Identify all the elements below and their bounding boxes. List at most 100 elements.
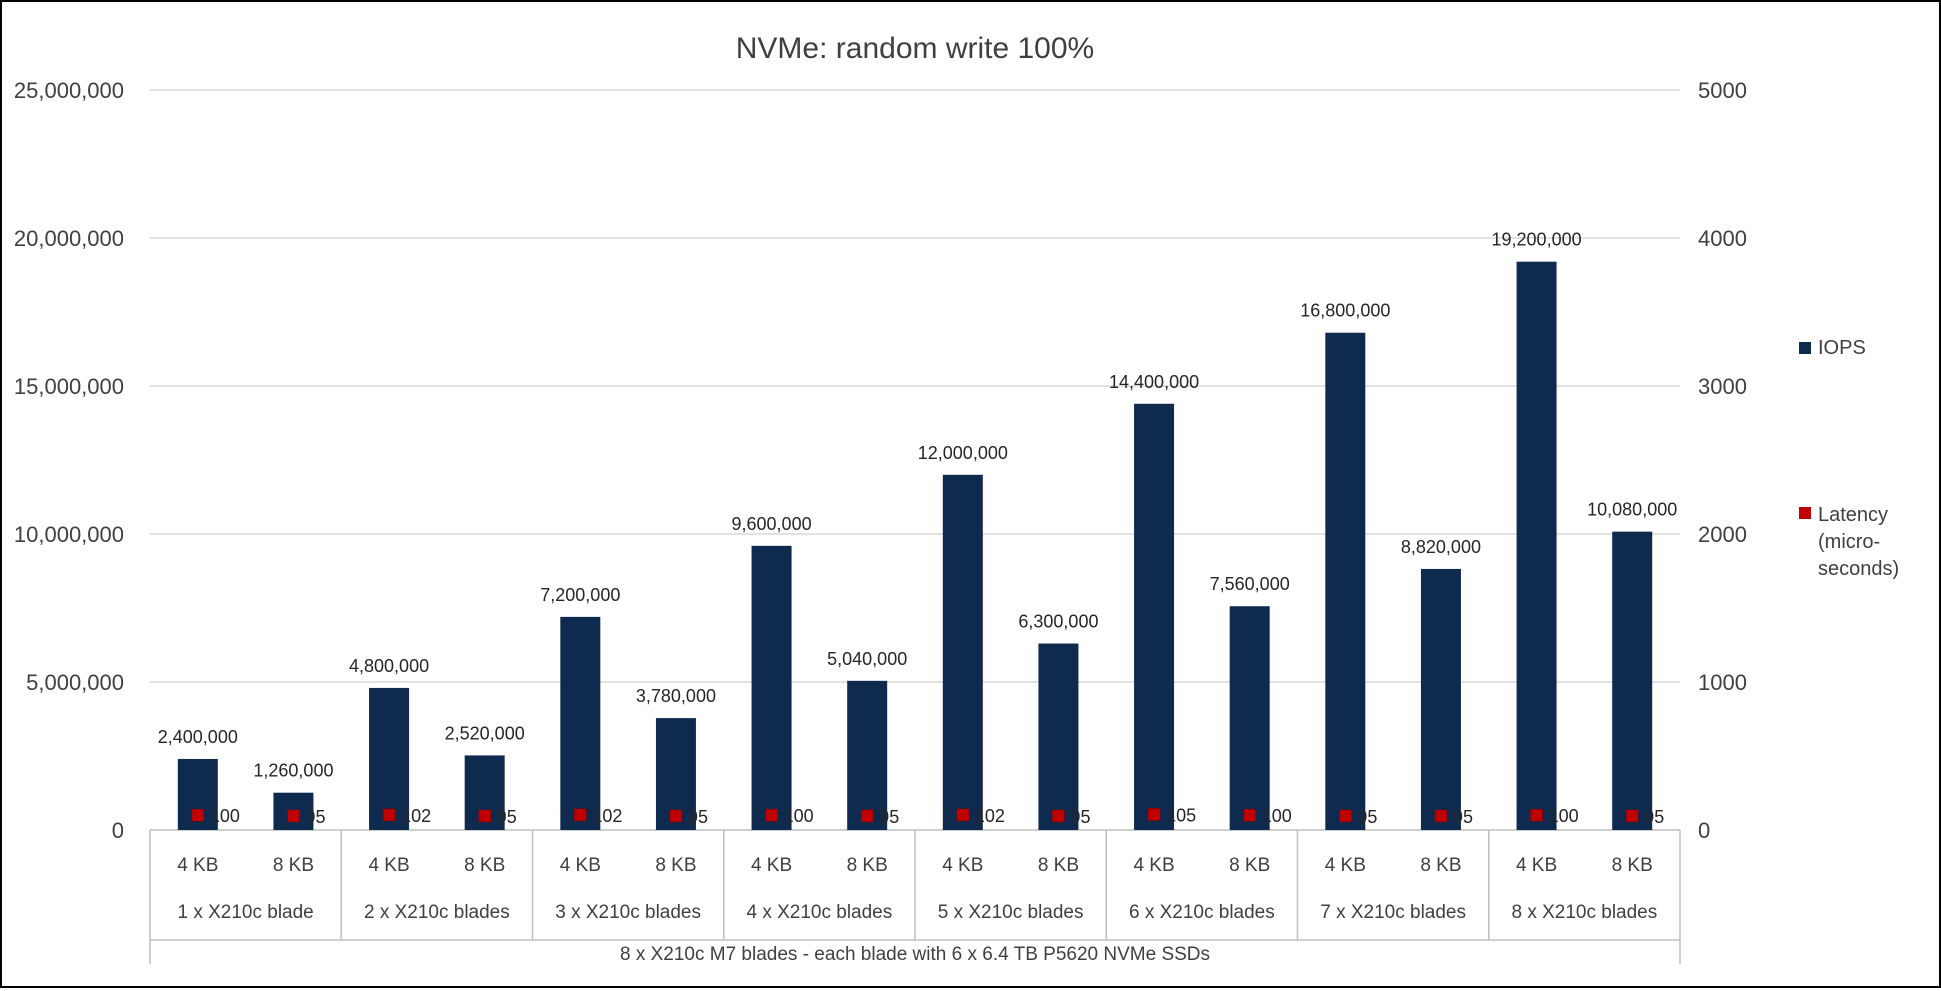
group-label: 6 x X210c blades: [1129, 902, 1275, 923]
iops-data-label: 14,400,000: [1109, 372, 1199, 392]
iops-data-label: 19,200,000: [1492, 230, 1582, 250]
latency-data-label: 100: [784, 806, 814, 826]
latency-data-label: 100: [210, 806, 240, 826]
category-label: 8 KB: [1612, 855, 1653, 876]
iops-bar: [1325, 332, 1366, 830]
iops-data-label: 7,560,000: [1210, 574, 1290, 594]
latency-data-label: 95: [1070, 807, 1090, 827]
legend-label-iops: IOPS: [1818, 337, 1866, 359]
category-label: 4 KB: [560, 855, 601, 876]
latency-data-label: 95: [497, 807, 517, 827]
right-tick-label: 1000: [1698, 670, 1747, 695]
iops-data-label: 12,000,000: [918, 443, 1008, 463]
group-label: 2 x X210c blades: [364, 902, 510, 923]
iops-data-label: 6,300,000: [1018, 612, 1098, 632]
iops-bar: [751, 545, 792, 830]
latency-marker: [669, 809, 683, 823]
right-tick-label: 3000: [1698, 374, 1747, 399]
category-label: 4 KB: [751, 855, 792, 876]
category-label: 8 KB: [655, 855, 696, 876]
latency-markers: 100 95 102 95 102 95 100 95 102 95 105 100 95 95 100 95: [191, 805, 1664, 827]
iops-bar: [942, 474, 983, 830]
left-tick-label: 15,000,000: [14, 374, 124, 399]
iops-bar: [1229, 606, 1270, 830]
category-label: 4 KB: [368, 855, 409, 876]
latency-marker: [191, 808, 205, 822]
latency-data-label: 95: [1357, 807, 1377, 827]
iops-data-label: 8,820,000: [1401, 537, 1481, 557]
right-tick-label: 0: [1698, 818, 1710, 843]
iops-data-label: 4,800,000: [349, 656, 429, 676]
latency-data-label: 102: [975, 806, 1005, 826]
iops-data-label: 9,600,000: [732, 514, 812, 534]
iops-data-label: 1,260,000: [253, 761, 333, 781]
latency-marker: [956, 808, 970, 822]
iops-bar: [1516, 261, 1557, 830]
chart-title: NVMe: random write 100%: [736, 32, 1094, 65]
legend-swatch-iops: [1799, 342, 1811, 354]
latency-marker: [382, 808, 396, 822]
iops-data-label: 2,400,000: [158, 727, 238, 747]
iops-data-label: 7,200,000: [540, 585, 620, 605]
category-label: 8 KB: [464, 855, 505, 876]
latency-marker: [1530, 808, 1543, 822]
latency-marker: [478, 809, 491, 823]
category-label: 4 KB: [1133, 855, 1174, 876]
category-label: 4 KB: [177, 855, 218, 876]
left-tick-label: 5,000,000: [26, 670, 124, 695]
legend-swatch-latency: [1799, 507, 1811, 519]
iops-data-label: 16,800,000: [1300, 301, 1390, 321]
latency-data-label: 95: [305, 807, 325, 827]
left-tick-label: 25,000,000: [14, 78, 124, 103]
left-axis: 0 5,000,000 10,000,000 15,000,000 20,000,000…: [14, 78, 124, 843]
iops-bar: [369, 687, 410, 830]
left-tick-label: 10,000,000: [14, 522, 124, 547]
latency-marker: [1434, 809, 1448, 823]
iops-bar: [1038, 643, 1079, 830]
latency-marker: [574, 808, 587, 822]
iops-data-label: 2,520,000: [445, 723, 525, 743]
latency-marker: [1243, 808, 1256, 822]
latency-data-label: 95: [1644, 807, 1664, 827]
left-tick-label: 0: [112, 818, 124, 843]
category-label: 8 KB: [273, 855, 314, 876]
latency-data-label: 105: [1166, 805, 1196, 825]
left-tick-label: 20,000,000: [14, 226, 124, 251]
category-label: 4 KB: [1325, 855, 1366, 876]
legend-label-latency: seconds): [1818, 558, 1899, 580]
iops-bar: [1420, 568, 1461, 830]
latency-data-label: 95: [688, 807, 708, 827]
iops-bar: [1612, 531, 1653, 830]
category-label: 8 KB: [1229, 855, 1270, 876]
latency-marker: [765, 808, 778, 822]
iops-bars: 2,400,000 1,260,000 4,800,000 2,520,000 7,20…: [158, 230, 1677, 830]
right-tick-label: 2000: [1698, 522, 1747, 547]
iops-bar: [1134, 403, 1175, 830]
iops-data-label: 3,780,000: [636, 686, 716, 706]
category-label: 4 KB: [942, 855, 983, 876]
category-label: 4 KB: [1516, 855, 1557, 876]
group-label: 8 x X210c blades: [1511, 902, 1657, 923]
group-label: 7 x X210c blades: [1320, 902, 1466, 923]
iops-bar: [560, 616, 601, 830]
category-axis: 4 KB 8 KB 4 KB 8 KB 4 KB 8 KB 4 KB 8 KB 4 KB 8 KB…: [149, 830, 1681, 965]
category-label: 8 KB: [1420, 855, 1461, 876]
legend: IOPS Latency (micro-seconds): [1799, 337, 1899, 580]
category-label: 8 KB: [1038, 855, 1079, 876]
iops-bar: [847, 680, 888, 830]
right-axis: 0 1000 2000 3000 4000 5000: [1698, 78, 1747, 843]
group-label: 5 x X210c blades: [938, 902, 1084, 923]
latency-data-label: 100: [1549, 806, 1579, 826]
latency-data-label: 95: [879, 807, 899, 827]
group-label: 3 x X210c blades: [555, 902, 701, 923]
latency-data-label: 100: [1262, 806, 1292, 826]
latency-data-label: 102: [401, 806, 431, 826]
latency-marker: [1052, 809, 1065, 823]
latency-marker: [1147, 808, 1161, 821]
latency-marker: [287, 809, 300, 823]
latency-marker: [860, 809, 874, 823]
latency-marker: [1625, 809, 1639, 823]
group-label: 1 x X210c blade: [177, 902, 313, 923]
